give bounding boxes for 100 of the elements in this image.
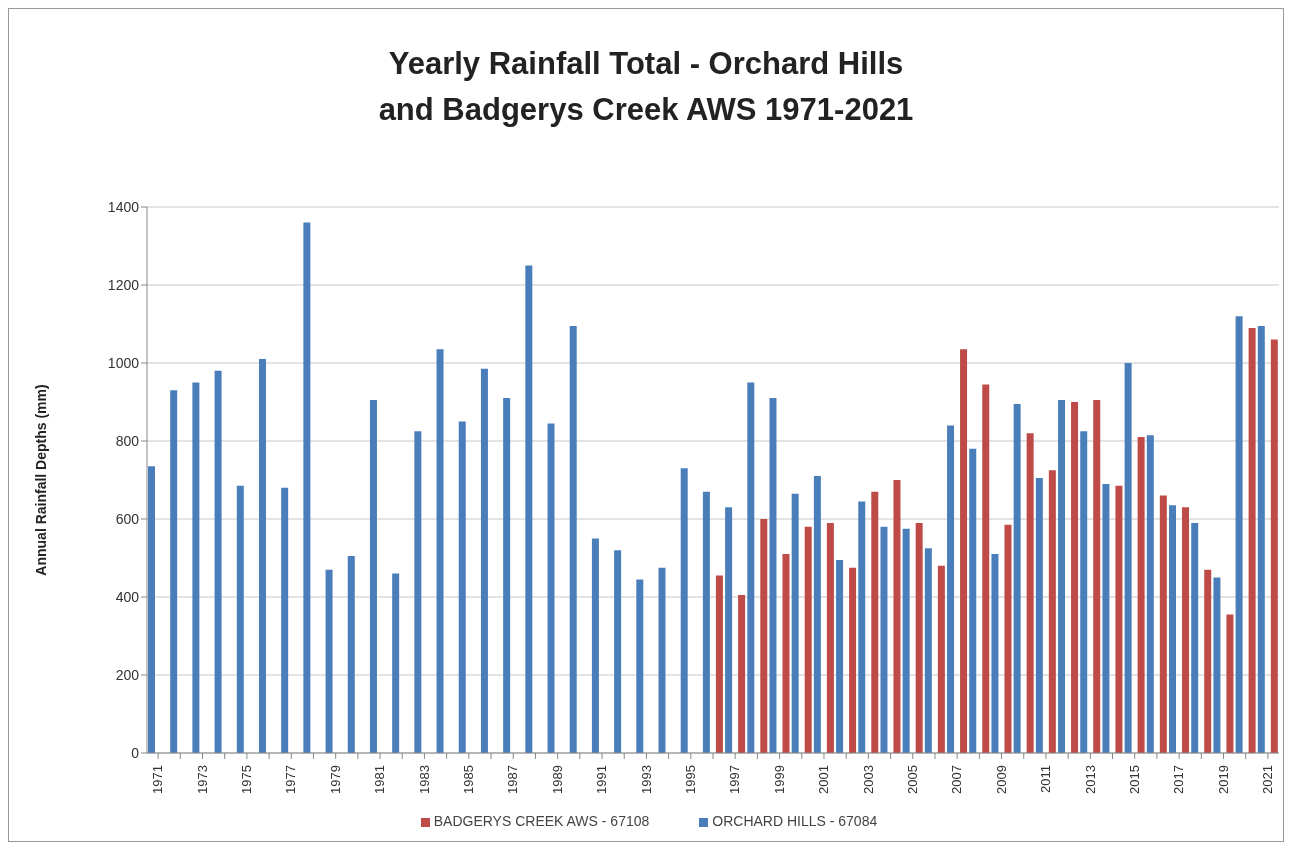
x-tick-label: 2007 — [949, 765, 965, 794]
bar — [871, 491, 879, 753]
bar — [1248, 327, 1256, 753]
bar — [192, 382, 200, 753]
y-tick-label: 0 — [131, 744, 140, 761]
x-tick-label: 1975 — [239, 765, 255, 794]
x-tick-label: 1977 — [283, 765, 299, 794]
x-tick-label: 1981 — [372, 765, 388, 794]
bar — [1159, 495, 1167, 753]
x-tick-label: 1993 — [638, 765, 654, 794]
bar — [747, 382, 755, 753]
bar — [1071, 402, 1079, 753]
bar — [849, 567, 857, 753]
y-tick-label: 800 — [115, 432, 140, 449]
x-tick-label: 2017 — [1171, 765, 1187, 794]
bar — [281, 487, 289, 753]
x-tick-label: 1979 — [327, 765, 343, 794]
bar — [1235, 316, 1243, 753]
bar — [1013, 403, 1021, 753]
bar — [1191, 522, 1199, 753]
chart-title: Yearly Rainfall Total - Orchard Hills and Badgerys Creek AWS 1971-2021 — [377, 45, 915, 129]
bar — [826, 522, 834, 753]
bar — [924, 548, 932, 753]
x-tick-label: 2015 — [1126, 765, 1142, 794]
bar — [1093, 400, 1101, 753]
x-tick-label: 2019 — [1215, 765, 1231, 794]
bar — [369, 400, 377, 753]
bar — [782, 554, 790, 753]
bar — [436, 349, 444, 753]
x-tick-label: 2011 — [1038, 765, 1054, 793]
bar — [569, 325, 577, 753]
x-tick-label: 2009 — [993, 765, 1009, 794]
x-tick-label: 1973 — [194, 765, 210, 794]
bar — [1257, 325, 1265, 753]
bar — [1204, 569, 1212, 753]
bar — [525, 265, 533, 753]
bar — [715, 575, 723, 753]
bar — [1213, 577, 1221, 753]
bar — [1004, 524, 1012, 753]
bar — [1058, 400, 1066, 753]
bar — [915, 522, 923, 753]
y-tick-label: 400 — [115, 588, 140, 605]
bar — [258, 359, 266, 753]
bar — [1115, 485, 1123, 753]
y-tick-label: 1200 — [107, 276, 140, 293]
bar — [1137, 437, 1145, 753]
x-tick-label: 2013 — [1082, 765, 1098, 794]
bar — [614, 550, 622, 753]
bar — [880, 526, 888, 753]
bar — [960, 349, 968, 753]
bar — [325, 569, 333, 753]
x-tick-label: 1991 — [594, 765, 610, 794]
bar — [480, 368, 488, 753]
bar — [1080, 431, 1088, 753]
bar — [858, 501, 866, 753]
bar — [148, 466, 155, 753]
bar — [982, 384, 990, 753]
bar — [636, 579, 644, 753]
bar — [725, 507, 733, 753]
bar — [591, 538, 599, 753]
bar — [458, 421, 466, 753]
legend-label: BADGERYS CREEK AWS - 67108 — [433, 813, 650, 829]
bar — [503, 398, 511, 753]
x-tick-label: 1971 — [150, 765, 166, 794]
bar — [170, 390, 178, 753]
bar — [937, 565, 945, 753]
bar — [392, 573, 400, 753]
bar — [947, 425, 955, 753]
x-tick-label: 1983 — [416, 765, 432, 794]
bar — [969, 448, 977, 753]
bar — [738, 595, 746, 753]
bar — [836, 559, 844, 753]
bar — [658, 567, 666, 753]
bar — [769, 398, 777, 753]
bar — [236, 485, 244, 753]
x-tick-label: 1989 — [549, 765, 565, 794]
bar — [1169, 505, 1177, 753]
x-tick-label: 1985 — [461, 765, 477, 794]
bar — [813, 476, 821, 753]
x-tick-label: 2003 — [860, 765, 876, 794]
y-axis-title: Annual Rainfall Depths (mm) — [32, 384, 49, 576]
bar — [1146, 435, 1154, 753]
x-tick-label: 1995 — [683, 765, 699, 794]
x-tick-label: 1987 — [505, 765, 521, 794]
y-tick-label: 1400 — [107, 198, 140, 215]
bar — [1035, 478, 1043, 753]
bar — [1048, 470, 1056, 753]
bar — [414, 431, 422, 753]
bar — [303, 222, 311, 753]
x-tick-label: 2001 — [816, 765, 832, 794]
bar — [893, 480, 901, 753]
bar — [1270, 339, 1278, 753]
bar — [1124, 363, 1132, 753]
x-tick-label: 1999 — [771, 765, 787, 794]
x-tick-label: 1997 — [727, 765, 743, 794]
bar — [991, 554, 999, 753]
bar — [347, 556, 355, 753]
x-tick-label: 2005 — [904, 765, 920, 794]
bar — [791, 493, 799, 753]
x-tick-label: 2021 — [1260, 765, 1276, 794]
